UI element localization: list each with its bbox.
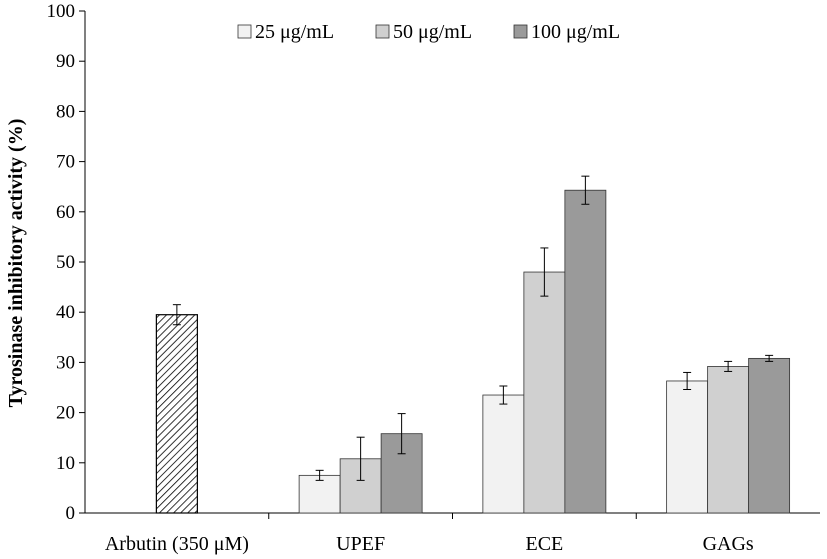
legend-label-0: 25 μg/mL [255,21,334,43]
bar-series-0 [298,474,341,514]
y-tick-label: 30 [56,352,75,373]
y-axis-label: Tyrosinase inhibitory activity (%) [5,119,27,408]
y-tick-label: 80 [56,101,75,122]
legend-swatch-0 [237,24,252,39]
bar-series-2 [380,433,423,514]
y-tick-label: 60 [56,202,75,223]
legend-swatch-1 [375,24,390,39]
x-category-label: Arbutin (350 μM) [105,533,249,555]
error-bars [172,175,774,481]
bar-series-1 [523,271,566,514]
legend-label-1: 50 μg/mL [393,21,472,43]
y-tick-label: 20 [56,403,75,424]
legend-swatch-2 [513,24,528,39]
y-tick-label: 10 [56,453,75,474]
y-tick-label: 70 [56,152,75,173]
legend-label-2: 100 μg/mL [531,21,620,43]
x-category-label: GAGs [703,533,754,555]
y-tick-label: 40 [56,302,75,323]
x-category-label: ECE [525,533,563,555]
bar-series-2 [564,189,607,514]
bars [155,189,791,514]
y-tick-label: 90 [56,51,75,72]
legend: 25 μg/mL 50 μg/mL 100 μg/mL [237,21,620,43]
y-axis-label-group: Tyrosinase inhibitory activity (%) [5,119,27,408]
y-tick-label: 100 [47,1,76,22]
x-category-label: UPEF [336,533,385,555]
y-tick-label: 50 [56,252,75,273]
x-category-labels: Arbutin (350 μM) UPEF ECE GAGs [105,513,754,555]
bar-series-0 [666,380,709,514]
bar-series-0 [482,394,525,514]
y-ticks: 0 10 20 30 40 50 60 70 80 90 100 [47,1,85,524]
bar-series-1 [707,366,750,514]
bar-reference [155,314,198,514]
bar-series-2 [748,357,791,514]
y-tick-label: 0 [66,503,76,524]
